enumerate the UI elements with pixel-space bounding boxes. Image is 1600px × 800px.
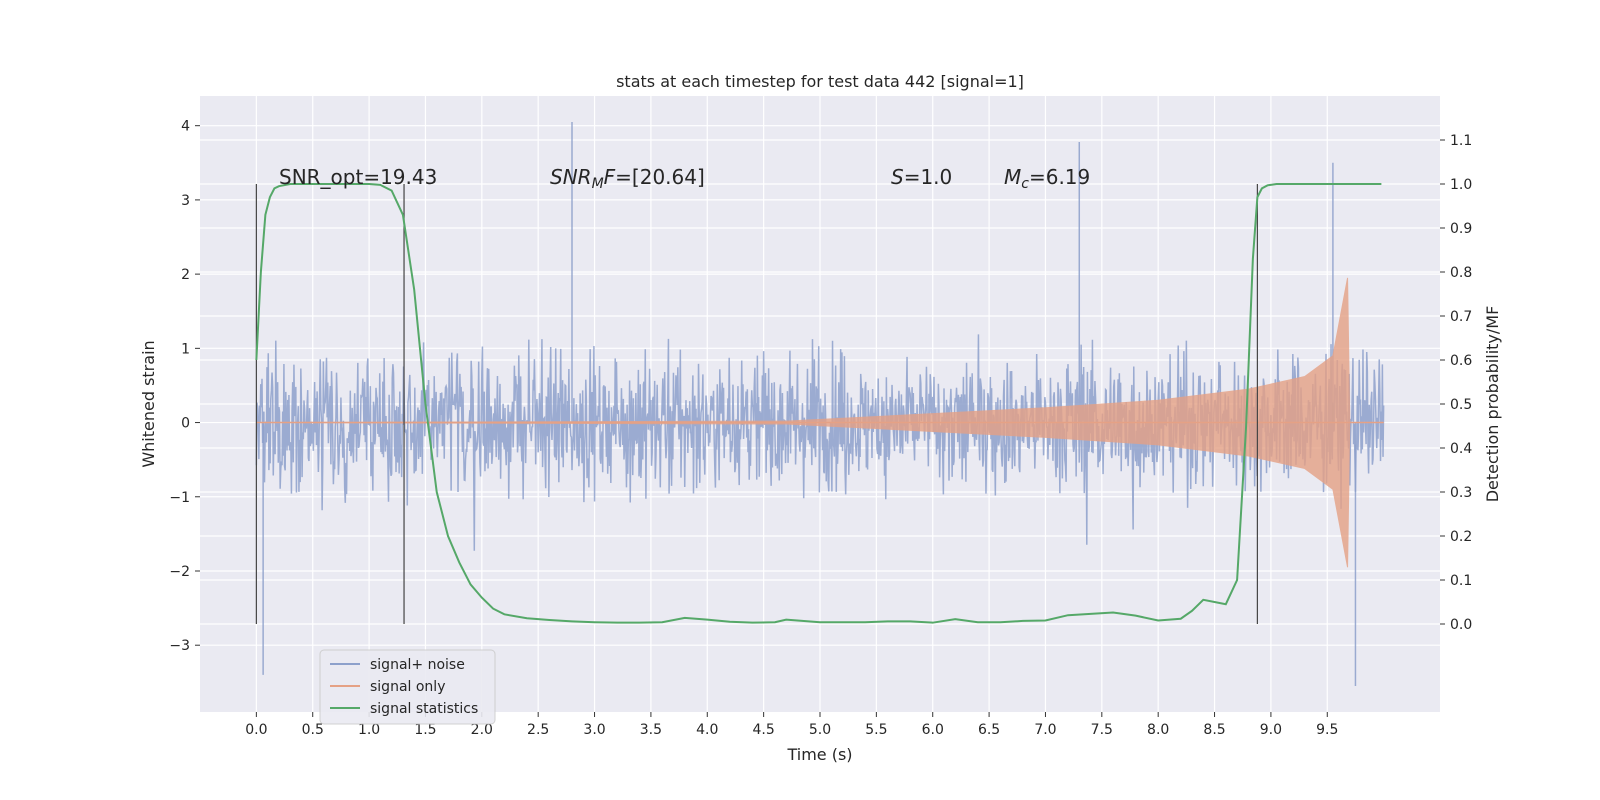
statistics-curve (255, 183, 1382, 624)
x-tick-label-7: 3.5 (640, 722, 662, 738)
y-right-tick-label-1: 0.1 (1450, 573, 1472, 589)
y-right-tick-label-4: 0.4 (1450, 441, 1472, 457)
y-right-tick-label-7: 0.7 (1450, 309, 1472, 325)
y-right-tick-label-0: 0.0 (1450, 617, 1472, 633)
y-tick-label-4: 1 (181, 341, 190, 357)
vertical-markers (255, 184, 1258, 624)
series-signal-noise (255, 121, 1385, 687)
x-tick-label-18: 9.0 (1260, 722, 1282, 738)
x-tick-label-12: 6.0 (922, 722, 944, 738)
x-tick-label-11: 5.5 (865, 722, 887, 738)
x-tick-label-5: 2.5 (527, 722, 549, 738)
y-right-tick-label-10: 1.0 (1450, 177, 1472, 193)
legend-label-signal-statistics: signal statistics (370, 701, 478, 717)
x-tick-label-15: 7.5 (1091, 722, 1113, 738)
x-tick-label-2: 1.0 (358, 722, 380, 738)
x-tick-label-1: 0.5 (302, 722, 324, 738)
annotation-snr-mf: SNRMF=[20.64] (550, 165, 705, 192)
x-tick-label-10: 5.0 (809, 722, 831, 738)
x-tick-label-6: 3.0 (583, 722, 605, 738)
y-tick-label-3: 0 (181, 416, 190, 432)
noise-trace (255, 334, 1385, 551)
y-tick-label-2: −1 (169, 490, 190, 506)
y-right-tick-label-6: 0.6 (1450, 353, 1472, 369)
y-tick-label-7: 4 (181, 119, 190, 135)
y-right-tick-label-3: 0.3 (1450, 485, 1472, 501)
x-tick-label-4: 2.0 (471, 722, 493, 738)
x-tick-label-14: 7.0 (1034, 722, 1056, 738)
y-right-tick-label-2: 0.2 (1450, 529, 1472, 545)
annotation-mc: Mc=6.19 (1004, 165, 1090, 192)
x-tick-label-9: 4.5 (753, 722, 775, 738)
annotation-snr-opt: SNR_opt=19.43 (279, 165, 437, 189)
chart-title: stats at each timestep for test data 442… (616, 72, 1024, 91)
y-tick-label-5: 2 (181, 267, 190, 283)
x-tick-label-17: 8.5 (1203, 722, 1225, 738)
legend-box (319, 649, 496, 725)
y-right-axis-title: Detection probability/MF (1483, 306, 1502, 503)
x-tick-label-16: 8.0 (1147, 722, 1169, 738)
y-right-tick-label-8: 0.8 (1450, 265, 1472, 281)
y-axis-title: Whitened strain (139, 340, 158, 467)
axis-ticks: 0.0 0.5 1.0 1.5 2.0 2.5 3.0 3.5 4.0 4.5 5.0 5.5 6.0 6… (169, 119, 1472, 738)
y-tick-label-6: 3 (181, 193, 190, 209)
x-tick-label-8: 4.0 (696, 722, 718, 738)
x-tick-label-0: 0.0 (245, 722, 267, 738)
legend-label-signal-noise: signal+ noise (370, 657, 465, 673)
legend-label-signal-only: signal only (370, 679, 445, 695)
y-tick-label-0: −3 (169, 638, 190, 654)
y-right-tick-label-9: 0.9 (1450, 221, 1472, 237)
x-tick-label-3: 1.5 (414, 722, 436, 738)
x-tick-label-19: 9.5 (1316, 722, 1338, 738)
series-signal-statistics (255, 183, 1382, 624)
x-tick-label-13: 6.5 (978, 722, 1000, 738)
legend: signal+ noise signal only signal statist… (319, 649, 496, 725)
x-axis-title: Time (s) (786, 745, 852, 764)
y-right-tick-label-5: 0.5 (1450, 397, 1472, 413)
series-signal-only (256, 277, 1384, 568)
y-tick-label-1: −2 (169, 564, 190, 580)
annotation-s: S=1.0 (891, 165, 952, 189)
y-right-tick-label-11: 1.1 (1450, 133, 1472, 149)
